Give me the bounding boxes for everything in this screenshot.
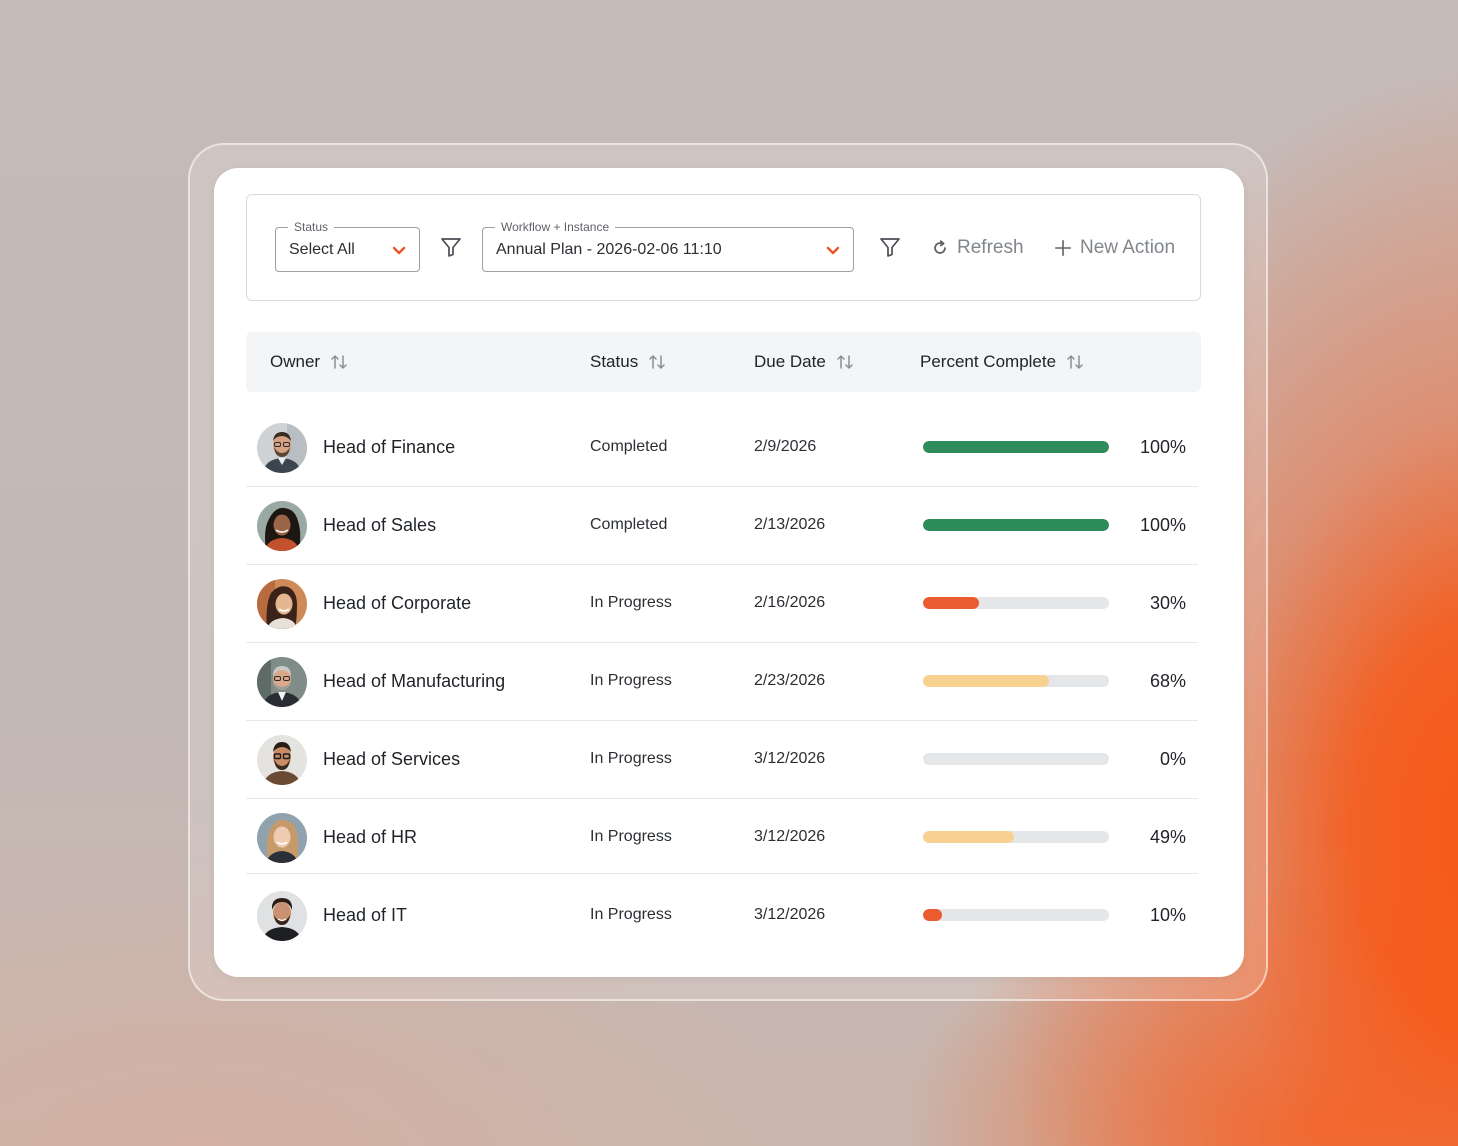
progress-fill — [923, 831, 1015, 843]
sort-icon — [649, 355, 665, 369]
due-date: 3/12/2026 — [754, 828, 826, 845]
table-row[interactable]: Head of Sales Completed 2/13/2026 100% — [246, 487, 1198, 565]
progress-fill — [923, 441, 1109, 453]
column-header-percent-complete[interactable]: Percent Complete — [920, 332, 1084, 392]
status-select-label: Status — [288, 220, 335, 234]
avatar — [257, 423, 307, 473]
progress-fill — [923, 519, 1109, 531]
workflow-instance-value: Annual Plan - 2026-02-06 11:10 — [496, 241, 722, 258]
progress-fill — [923, 597, 979, 609]
owner-name: Head of Services — [323, 749, 461, 769]
action-tracker-card: Status Select All Workflow + Instance An… — [214, 168, 1244, 977]
percent-complete: 68% — [1149, 671, 1186, 691]
status-text: In Progress — [590, 594, 672, 611]
owner-name: Head of Manufacturing — [323, 671, 506, 691]
refresh-label: Refresh — [957, 237, 1024, 258]
status-text: In Progress — [590, 906, 672, 923]
column-header-owner[interactable]: Owner — [270, 332, 348, 392]
sort-icon — [1067, 355, 1083, 369]
avatar — [257, 579, 307, 629]
column-header-due-date[interactable]: Due Date — [754, 332, 854, 392]
avatar — [257, 891, 307, 941]
status-select-value: Select All — [289, 241, 355, 258]
progress-fill — [923, 675, 1050, 687]
sort-icon — [331, 355, 347, 369]
table-row[interactable]: Head of HR In Progress 3/12/2026 49% — [246, 799, 1198, 874]
sort-icon — [837, 355, 853, 369]
percent-complete: 100% — [1139, 437, 1186, 457]
percent-complete: 100% — [1139, 515, 1186, 535]
percent-complete: 0% — [1159, 749, 1186, 769]
table-row[interactable]: Head of Services In Progress 3/12/2026 0… — [246, 721, 1198, 799]
progress-fill — [923, 909, 942, 921]
status-text: Completed — [590, 438, 668, 455]
new-action-button[interactable]: New Action — [1054, 233, 1175, 263]
owner-name: Head of Sales — [323, 515, 437, 535]
due-date: 2/16/2026 — [754, 594, 826, 611]
progress-bar — [923, 909, 1109, 921]
due-date: 3/12/2026 — [754, 750, 826, 767]
progress-bar — [923, 597, 1109, 609]
refresh-icon — [934, 240, 946, 254]
avatar — [257, 501, 307, 551]
table-row[interactable]: Head of Manufacturing In Progress 2/23/2… — [246, 643, 1198, 721]
column-header-status[interactable]: Status — [590, 332, 666, 392]
percent-complete: 49% — [1149, 827, 1186, 847]
progress-bar — [923, 831, 1109, 843]
new-action-label: New Action — [1080, 237, 1176, 258]
percent-complete: 10% — [1149, 905, 1186, 925]
owner-name: Head of Corporate — [323, 593, 472, 613]
status-filter-icon[interactable] — [437, 233, 465, 261]
column-header-percent-complete-label: Percent Complete — [920, 352, 1057, 371]
owner-name: Head of IT — [323, 905, 408, 925]
avatar — [257, 813, 307, 863]
chevron-down-icon — [392, 246, 406, 255]
table-row[interactable]: Head of IT In Progress 3/12/2026 10% — [246, 877, 1198, 955]
table-row[interactable]: Head of Finance Completed 2/9/2026 100% — [246, 409, 1198, 487]
progress-bar — [923, 519, 1109, 531]
filter-toolbar: Status Select All Workflow + Instance An… — [246, 194, 1201, 301]
status-select[interactable]: Status Select All — [275, 220, 420, 272]
owner-name: Head of Finance — [323, 437, 456, 457]
workflow-instance-label: Workflow + Instance — [495, 220, 616, 234]
table-row[interactable]: Head of Corporate In Progress 2/16/2026 … — [246, 565, 1198, 643]
due-date: 2/23/2026 — [754, 672, 826, 689]
due-date: 2/13/2026 — [754, 516, 826, 533]
progress-bar — [923, 441, 1109, 453]
chevron-down-icon — [826, 246, 840, 255]
column-header-due-date-label: Due Date — [754, 352, 826, 371]
progress-bar — [923, 675, 1109, 687]
status-text: Completed — [590, 516, 668, 533]
column-header-status-label: Status — [590, 352, 639, 371]
table-header: Owner Status Due Date Percent Complete — [246, 332, 1201, 392]
column-header-owner-label: Owner — [270, 352, 321, 371]
due-date: 3/12/2026 — [754, 906, 826, 923]
status-text: In Progress — [590, 828, 672, 845]
plus-icon — [1054, 239, 1072, 257]
workflow-instance-select[interactable]: Workflow + Instance Annual Plan - 2026-0… — [482, 220, 854, 272]
status-text: In Progress — [590, 750, 672, 767]
due-date: 2/9/2026 — [754, 438, 817, 455]
refresh-button[interactable]: Refresh — [931, 233, 1024, 263]
progress-bar — [923, 753, 1109, 765]
percent-complete: 30% — [1149, 593, 1186, 613]
status-text: In Progress — [590, 672, 672, 689]
avatar — [257, 657, 307, 707]
owner-name: Head of HR — [323, 827, 418, 847]
workflow-filter-icon[interactable] — [876, 233, 904, 261]
avatar — [257, 735, 307, 785]
